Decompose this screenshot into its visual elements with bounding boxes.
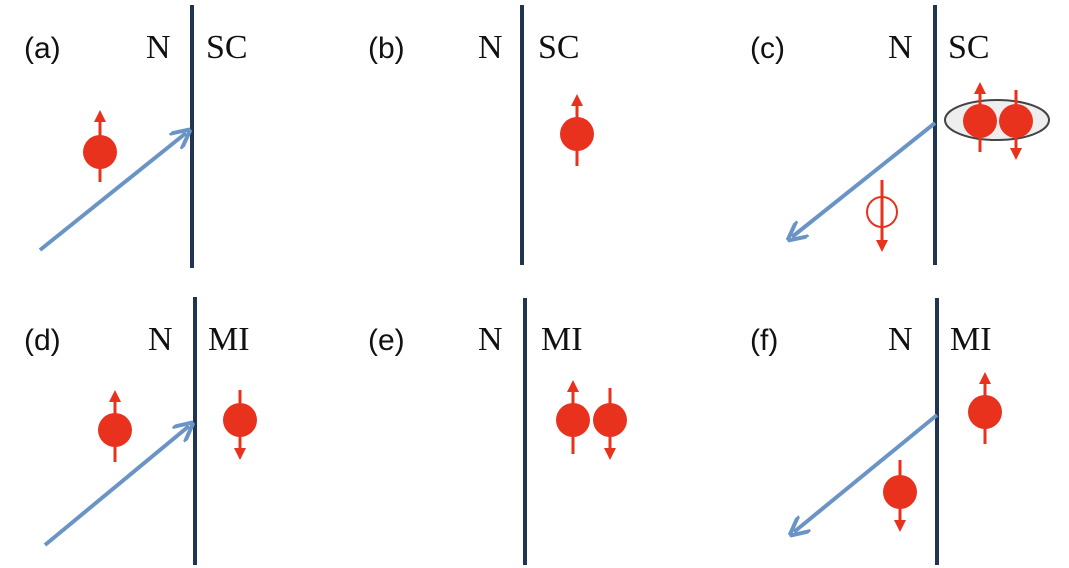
electron [593,403,627,437]
electron [556,403,590,437]
right-region: MI [541,321,583,358]
panel-label: (c) [750,32,785,65]
panel-label: (a) [24,32,61,65]
left-region: N [146,29,171,66]
panel-label: (e) [368,324,405,357]
electron [83,135,117,169]
left-region: N [478,321,503,358]
left-region: N [888,29,913,66]
electron [963,104,997,138]
electron [98,413,132,447]
left-region: N [478,29,503,66]
right-region: MI [950,321,992,358]
panel-b: (b) N SC [368,5,594,265]
right-region: SC [206,29,248,66]
left-region: N [148,321,173,358]
panel-c: (c) N SC [750,5,1049,265]
panel-a: (a) N SC [24,5,248,268]
diagram: (a) N SC (b) N SC (c) N SC (d) N MI [0,0,1069,568]
panel-f: (f) N MI [750,298,1002,565]
electron [560,117,594,151]
electron [883,475,917,509]
electron [223,403,257,437]
right-region: MI [208,321,250,358]
panel-label: (f) [750,324,778,357]
left-region: N [888,321,913,358]
panel-e: (e) N MI [368,298,627,565]
reflected-ray [794,415,937,532]
electron [999,104,1033,138]
panel-label: (b) [368,32,405,65]
reflected-ray [792,123,935,237]
electron [968,395,1002,429]
right-region: SC [948,29,990,66]
panel-d: (d) N MI [24,297,257,565]
right-region: SC [538,29,580,66]
cooper-pair [945,100,1049,140]
panel-label: (d) [24,324,61,357]
